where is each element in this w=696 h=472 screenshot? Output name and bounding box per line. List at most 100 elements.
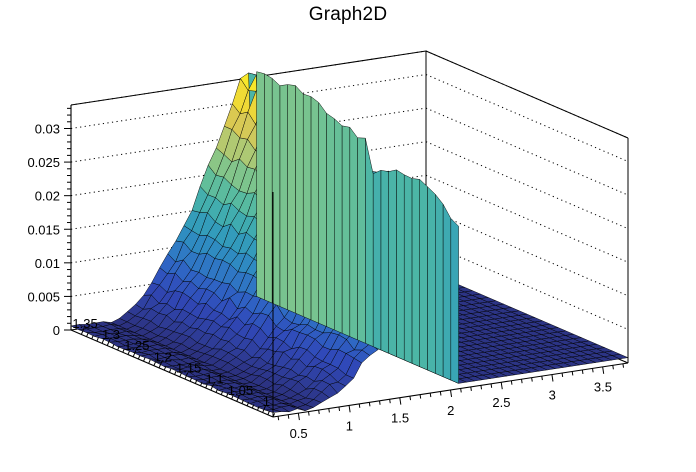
x-tick-minor	[368, 402, 371, 407]
x-tick-minor	[328, 408, 330, 413]
y-tick-minor	[143, 357, 146, 362]
y-tick-minor	[241, 399, 244, 404]
x-tick-major	[297, 413, 300, 421]
x-tick-label: 1	[346, 418, 353, 433]
surface-mesh	[70, 71, 629, 413]
gridline-z-right-5	[425, 107, 629, 196]
cliff-face	[403, 174, 413, 364]
y-tick-minor	[257, 406, 260, 411]
y-tick-minor	[96, 337, 99, 342]
cliff-face	[256, 71, 265, 300]
surface-facet	[611, 354, 629, 360]
y-axis-line	[70, 329, 274, 418]
y-tick-minor	[200, 381, 203, 386]
y-tick-major	[236, 394, 240, 402]
y-tick-minor	[246, 401, 250, 407]
cliff-face	[419, 179, 428, 371]
cliff-face	[442, 203, 452, 381]
y-tick-minor	[137, 355, 141, 360]
y-tick-label: 1.05	[228, 383, 253, 398]
x-tick-major	[551, 374, 554, 382]
x-tick-minor	[480, 385, 483, 390]
x-tick-minor	[419, 394, 422, 399]
cliff-face	[396, 169, 405, 361]
y-tick-minor	[272, 413, 276, 418]
x-tick-minor	[592, 368, 594, 373]
x-tick-label: 3	[549, 387, 556, 402]
y-tick-minor	[148, 359, 151, 364]
y-tick-minor	[163, 366, 167, 371]
cliff-face	[264, 73, 273, 304]
cliff-face	[411, 178, 420, 367]
y-tick-minor	[194, 379, 198, 384]
y-tick-label: 1.35	[72, 316, 97, 331]
y-tick-major	[262, 405, 266, 413]
y-tick-major	[132, 350, 137, 357]
x-tick-major	[450, 389, 453, 397]
z-tick-label: 0.005	[27, 289, 60, 304]
x-tick-minor	[439, 391, 442, 396]
y-tick-label: 1.15	[176, 360, 201, 375]
cliff-face	[349, 127, 358, 341]
y-tick-minor	[117, 346, 120, 351]
cliff-face	[302, 93, 312, 321]
x-tick-minor	[277, 416, 280, 421]
y-tick-minor	[251, 404, 255, 409]
x-tick-minor	[379, 400, 381, 405]
y-tick-minor	[205, 384, 208, 389]
x-tick-minor	[561, 372, 564, 378]
y-tick-minor	[231, 395, 234, 400]
y-tick-minor	[179, 372, 182, 378]
page-title: Graph2D	[308, 4, 388, 25]
y-tick-major	[80, 327, 85, 335]
x-tick-minor	[409, 396, 412, 401]
y-tick-major	[158, 361, 163, 369]
cliff-face	[435, 194, 444, 377]
y-tick-major	[210, 383, 215, 391]
z-tick-label: 0.03	[35, 122, 60, 137]
y-tick-minor	[225, 393, 229, 398]
cliff-face	[326, 113, 335, 331]
x-tick-minor	[571, 371, 574, 376]
cliff-face	[380, 170, 389, 354]
x-tick-major	[602, 366, 605, 374]
x-tick-minor	[358, 403, 361, 408]
x-tick-minor	[389, 399, 391, 404]
cliff-face	[334, 118, 343, 334]
y-tick-minor	[189, 377, 193, 382]
gridline-z-right-6	[425, 74, 629, 162]
z-tick-label: 0.025	[27, 155, 60, 170]
x-tick-minor	[429, 393, 432, 398]
y-tick-minor	[174, 370, 177, 375]
y-tick-label: 1.25	[124, 338, 149, 353]
x-tick-minor	[308, 411, 310, 416]
cliff-face	[365, 137, 374, 347]
x-tick-minor	[460, 388, 462, 393]
x-tick-major	[399, 397, 402, 405]
x-tick-minor	[287, 414, 290, 419]
cliff-face	[279, 84, 288, 311]
x-tick-minor	[581, 369, 584, 374]
y-tick-label: 1.1	[206, 372, 224, 387]
cliff-face	[427, 186, 436, 374]
cliff-face	[372, 170, 382, 351]
y-tick-label: 1.2	[154, 349, 172, 364]
y-tick-major	[184, 372, 189, 380]
cliff-face	[310, 96, 319, 324]
x-tick-minor	[470, 386, 472, 391]
x-tick-minor	[531, 377, 533, 382]
x-tick-major	[348, 405, 351, 413]
y-tick-label: 1	[263, 394, 270, 409]
x-tick-minor	[612, 365, 614, 370]
y-tick-minor	[220, 390, 224, 395]
x-tick-minor	[541, 376, 543, 381]
x-tick-minor	[338, 406, 341, 412]
y-tick-label: 1.3	[102, 327, 120, 342]
y-tick-major	[106, 338, 111, 346]
y-tick-minor	[153, 361, 156, 366]
y-tick-minor	[86, 332, 89, 337]
x-tick-label: 0.5	[290, 426, 308, 441]
y-tick-minor	[215, 388, 219, 393]
y-tick-minor	[127, 350, 131, 355]
